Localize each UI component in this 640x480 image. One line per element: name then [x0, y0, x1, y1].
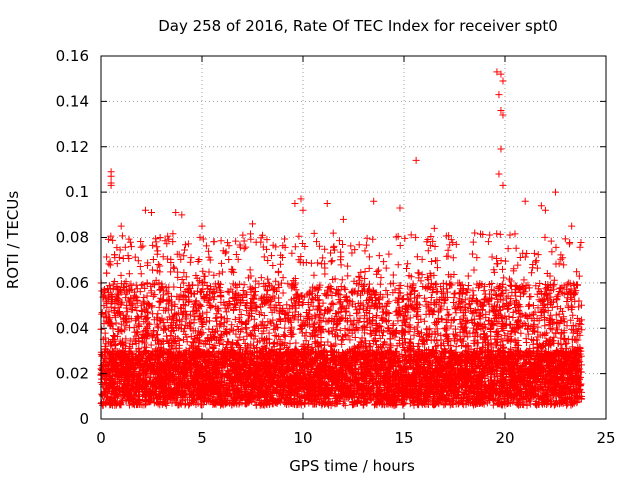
data-point [107, 181, 115, 189]
data-point [299, 206, 307, 214]
y-tick-label: 0 [79, 410, 89, 428]
data-point [339, 215, 347, 223]
data-point [497, 106, 505, 114]
data-point [552, 188, 559, 196]
data-point [495, 170, 503, 178]
data-point [493, 68, 501, 76]
data-point [198, 222, 206, 230]
data-point [497, 145, 505, 153]
data-point-cloud [97, 229, 586, 409]
y-tick-label: 0.04 [56, 319, 89, 337]
data-point [178, 211, 186, 219]
data-point [249, 220, 256, 228]
data-point [323, 199, 331, 207]
data-point [396, 204, 404, 212]
data-point [521, 197, 529, 205]
x-axis-label: GPS time / hours [289, 457, 415, 475]
x-tick-label: 15 [394, 429, 413, 447]
x-tick-label: 20 [495, 429, 514, 447]
y-tick-label: 0.06 [56, 274, 89, 292]
y-tick-label: 0.02 [56, 365, 89, 383]
y-tick-label: 0.08 [56, 229, 89, 247]
data-point [471, 229, 479, 237]
data-point [107, 172, 115, 180]
y-axis-label: ROTI / TECUs [4, 191, 22, 289]
axis-ticks: 0 5 10 15 20 25 0 0.02 0.04 0.06 0.08 0.1 0.12 0.14 0.… [56, 47, 616, 447]
y-tick-label: 0.16 [56, 47, 89, 65]
y-tick-label: 0.12 [56, 138, 89, 156]
y-tick-label: 0.14 [56, 92, 89, 110]
data-point [370, 197, 378, 205]
data-point [497, 70, 505, 78]
data-point [537, 202, 545, 210]
data-point [172, 209, 180, 217]
data-point [499, 77, 507, 85]
data-point [141, 206, 149, 214]
data-point [430, 224, 438, 232]
data-point [495, 91, 503, 99]
data-point [297, 195, 305, 203]
y-tick-label: 0.1 [65, 183, 89, 201]
data-point [541, 206, 549, 214]
data-point [499, 181, 507, 189]
data-point [291, 199, 299, 207]
x-tick-label: 10 [293, 429, 312, 447]
chart-title: Day 258 of 2016, Rate Of TEC Index for r… [158, 17, 558, 35]
data-point [499, 111, 507, 119]
x-tick-label: 0 [96, 429, 106, 447]
data-point [568, 222, 576, 230]
data-point [148, 209, 155, 217]
data-point [412, 156, 420, 164]
x-tick-label: 5 [197, 429, 207, 447]
x-tick-label: 25 [596, 429, 615, 447]
data-points [97, 68, 586, 409]
data-point [117, 222, 125, 230]
